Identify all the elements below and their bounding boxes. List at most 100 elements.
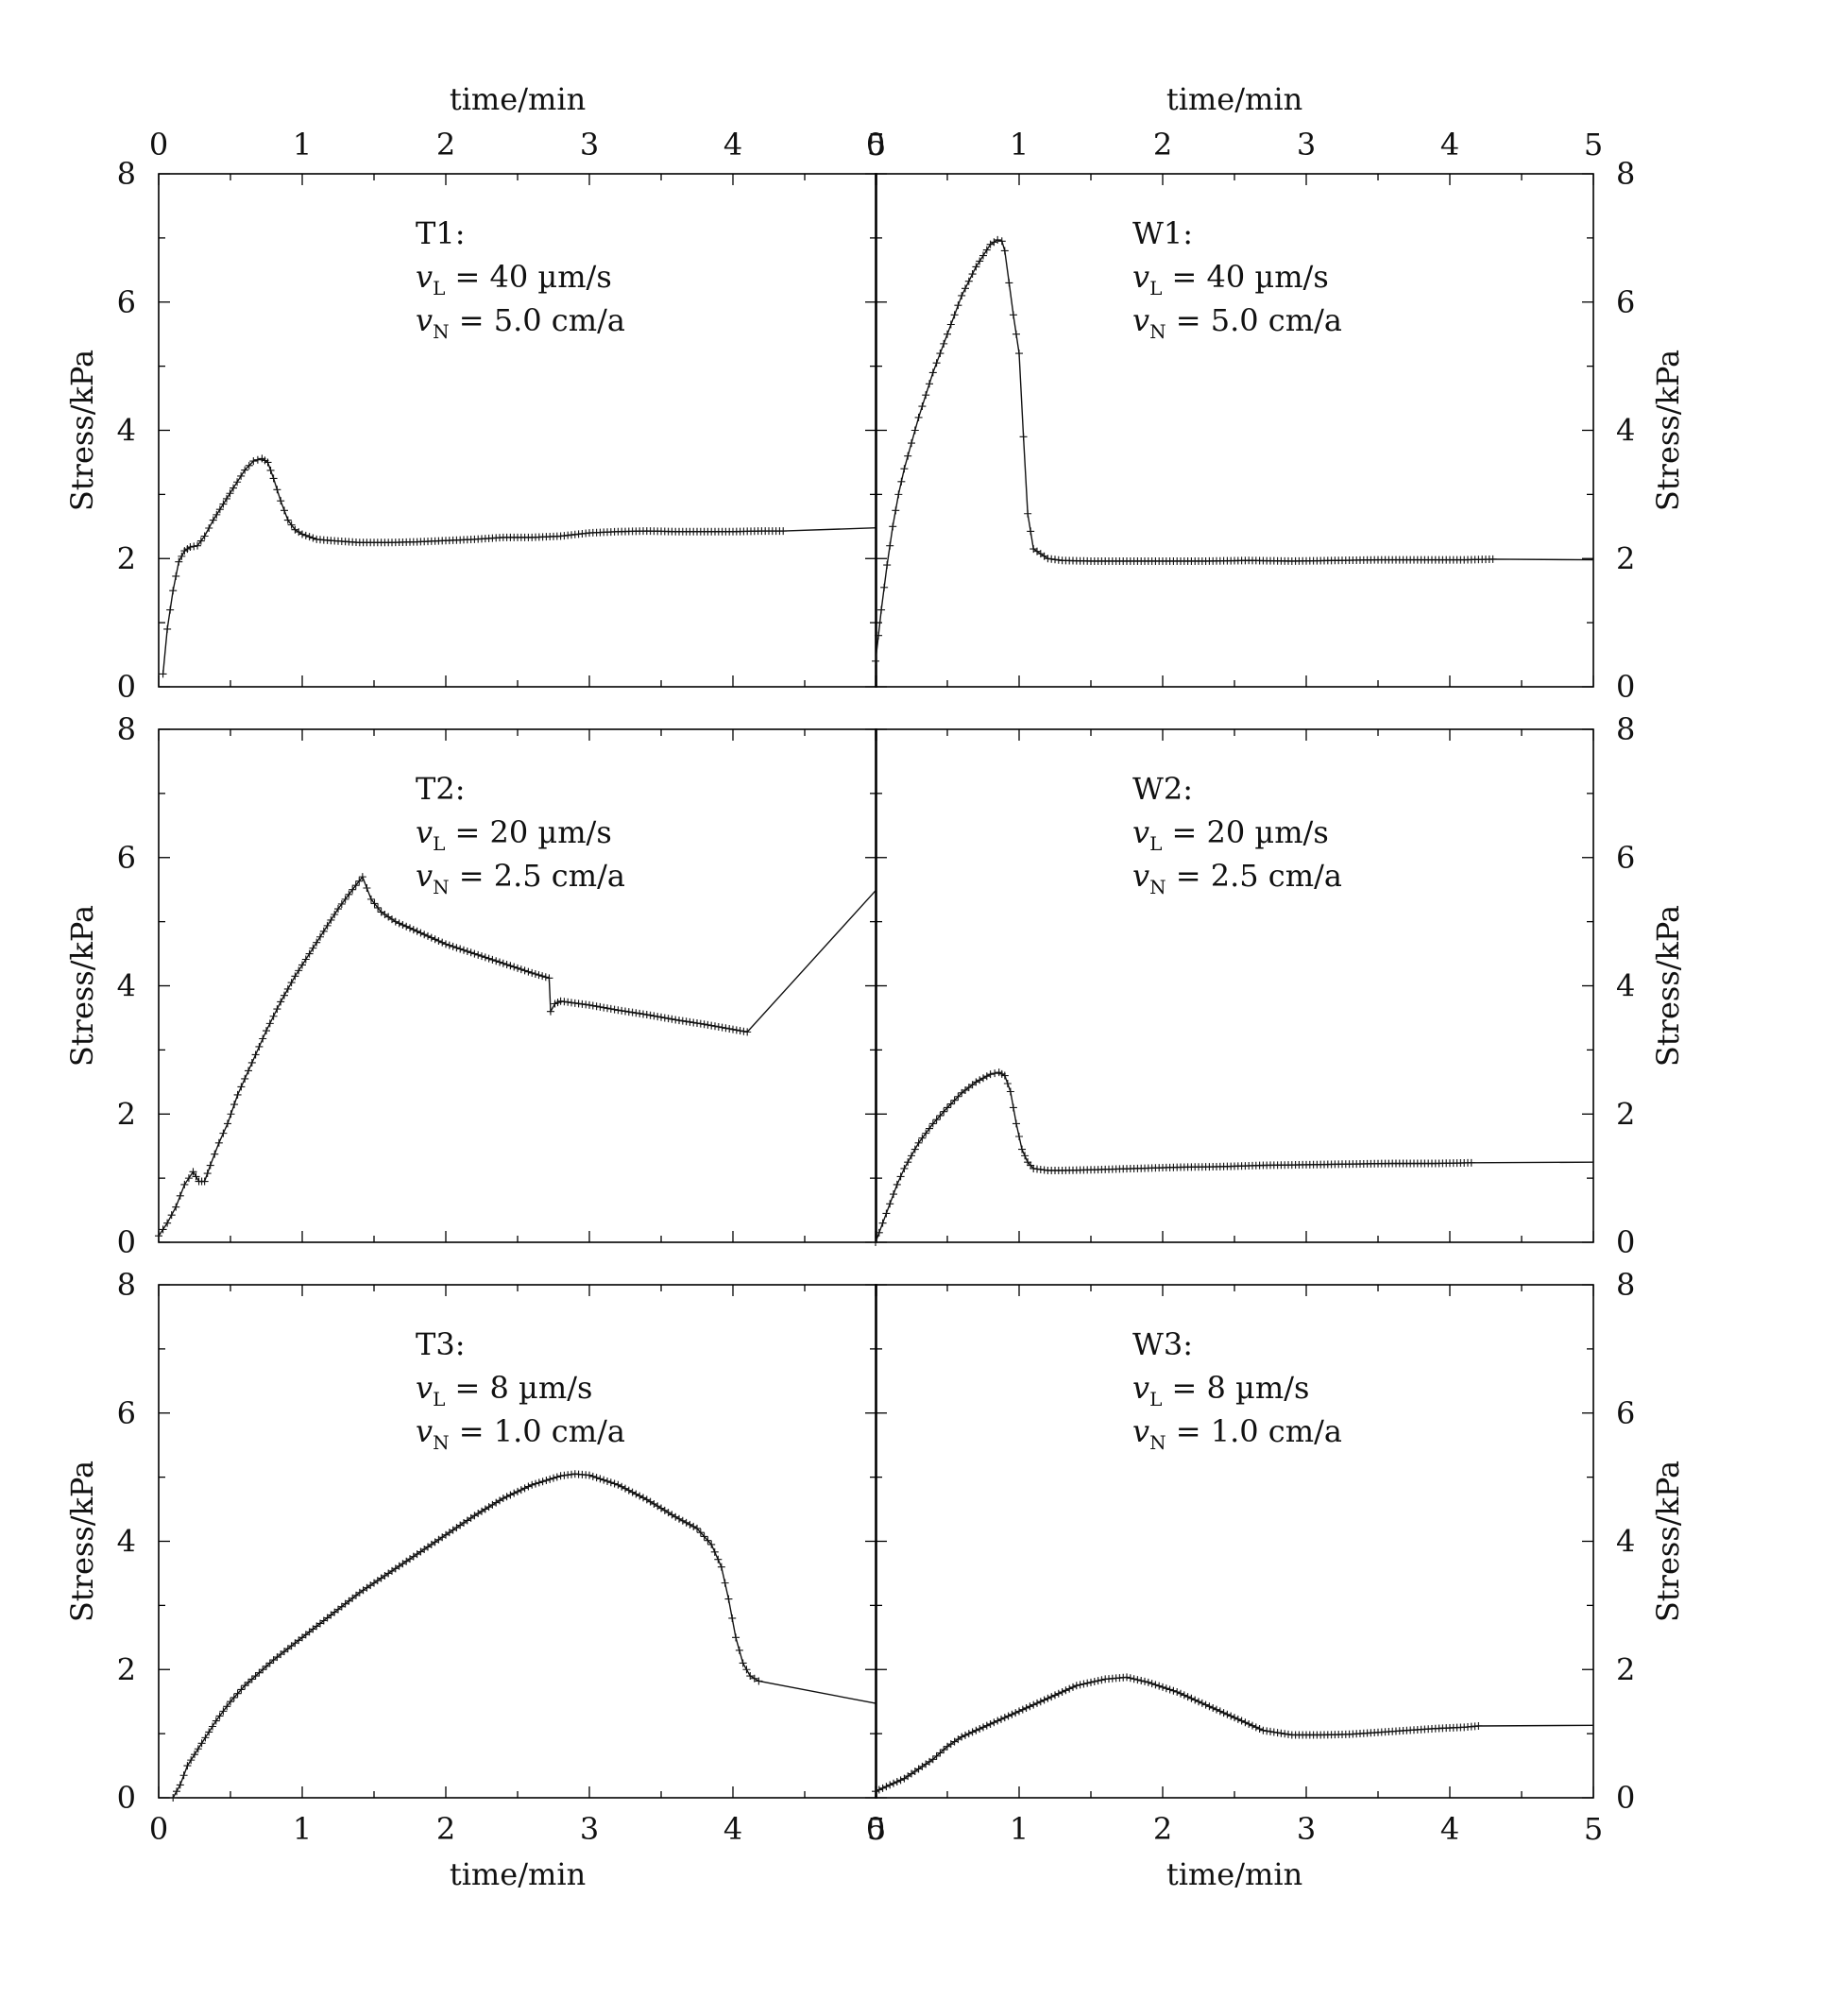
data-point-marker — [1058, 1688, 1066, 1697]
annotation-sample-label: W2: — [1132, 771, 1193, 807]
data-point-marker — [693, 1019, 701, 1028]
x-tick-label: 5 — [867, 127, 886, 162]
data-point-marker — [624, 1486, 633, 1495]
data-point-marker — [1030, 1700, 1038, 1709]
data-point-marker — [586, 1471, 593, 1479]
data-point-marker — [729, 1025, 737, 1034]
annotation-value: 2.5 cm/a — [1211, 858, 1342, 894]
x-axis-title: time/min — [450, 81, 586, 117]
y-tick-label: 2 — [117, 1096, 136, 1132]
data-point-marker — [586, 1000, 593, 1009]
data-point-marker — [707, 1021, 716, 1030]
data-point-marker — [237, 471, 246, 480]
data-point-marker — [882, 1783, 891, 1791]
data-point-marker — [245, 1678, 252, 1686]
data-point-marker — [253, 455, 262, 464]
data-point-marker — [245, 1067, 252, 1075]
data-point-marker — [305, 533, 314, 541]
data-point-marker — [212, 1717, 220, 1725]
v-symbol: v — [1132, 858, 1149, 894]
data-point-marker — [588, 1472, 597, 1480]
x-tick-label: 4 — [1440, 1811, 1459, 1847]
data-point-marker — [263, 1027, 270, 1035]
data-point-marker — [531, 970, 539, 979]
data-point-marker — [954, 301, 962, 310]
data-point-marker — [972, 1078, 980, 1086]
data-point-marker — [1173, 1688, 1182, 1697]
v-symbol: v — [416, 814, 433, 850]
annotation-value: 5.0 cm/a — [494, 302, 625, 338]
data-point-marker — [682, 1518, 690, 1527]
data-point-marker — [155, 1232, 162, 1240]
data-point-marker — [222, 494, 230, 503]
data-point-marker — [1183, 1693, 1192, 1701]
data-point-marker — [678, 1516, 687, 1525]
data-point-marker — [245, 461, 253, 470]
data-point-marker — [1191, 1696, 1200, 1704]
annotation-vN: vN = 2.5 cm/a — [1132, 858, 1342, 898]
data-point-marker — [950, 311, 959, 319]
data-point-marker — [1062, 1686, 1070, 1695]
series-line-w3 — [875, 1676, 1594, 1792]
data-point-marker — [214, 1138, 223, 1147]
data-point-marker — [230, 1101, 239, 1109]
data-point-marker — [675, 1514, 683, 1523]
data-point-marker — [417, 929, 425, 937]
data-point-marker — [621, 1007, 629, 1016]
data-point-marker — [227, 1698, 234, 1706]
data-point-marker — [298, 961, 306, 969]
data-point-marker — [600, 1476, 608, 1484]
v-subscript: L — [1149, 832, 1162, 855]
data-point-marker — [728, 1614, 737, 1622]
y-axis-title: Stress/kPa — [1650, 1461, 1686, 1622]
data-point-marker — [492, 957, 501, 965]
data-point-marker — [166, 606, 175, 614]
data-point-marker — [197, 1739, 206, 1748]
data-point-marker — [936, 1111, 945, 1119]
data-point-marker — [900, 465, 909, 473]
data-point-marker — [1180, 1691, 1188, 1700]
y-tick-label: 4 — [117, 1524, 136, 1560]
data-point-marker — [452, 944, 461, 952]
annotation-vL: vL = 40 µm/s — [416, 259, 612, 299]
data-point-marker — [710, 1547, 719, 1556]
data-point-marker — [1083, 1679, 1092, 1687]
data-point-marker — [1209, 1703, 1217, 1712]
data-point-marker — [1012, 330, 1020, 338]
data-point-marker — [604, 1477, 611, 1485]
x-tick-label: 0 — [866, 1811, 885, 1847]
data-point-marker — [1223, 1710, 1232, 1718]
x-tick-label: 1 — [293, 127, 312, 162]
v-symbol: v — [1132, 1370, 1149, 1406]
data-point-marker — [897, 477, 906, 486]
data-point-marker — [305, 949, 314, 958]
annotation-vN: vN = 5.0 cm/a — [416, 302, 625, 343]
y-tick-label: 2 — [1616, 1096, 1635, 1132]
data-point-marker — [696, 1529, 705, 1537]
data-point-marker — [621, 1484, 629, 1493]
data-point-marker — [180, 1180, 189, 1188]
y-tick-label: 2 — [1616, 540, 1635, 576]
y-tick-label: 8 — [117, 1267, 136, 1303]
data-point-marker — [528, 1480, 536, 1489]
data-point-marker — [474, 950, 483, 959]
data-point-marker — [588, 1001, 597, 1010]
data-point-marker — [642, 1011, 651, 1019]
data-point-marker — [1162, 1684, 1170, 1693]
data-point-marker — [506, 1491, 515, 1499]
x-tick-label: 1 — [293, 1811, 312, 1847]
data-point-marker — [650, 1012, 658, 1020]
series-line-t1 — [162, 457, 877, 675]
v-subscript: L — [433, 1388, 445, 1410]
data-point-marker — [614, 1006, 622, 1015]
data-point-marker — [499, 959, 507, 967]
data-point-marker — [298, 530, 306, 538]
y-tick-label: 4 — [1616, 1524, 1635, 1560]
data-point-marker — [273, 486, 281, 494]
data-point-marker — [287, 521, 296, 529]
data-point-marker — [442, 940, 450, 948]
data-point-marker — [1227, 1712, 1235, 1720]
data-point-marker — [163, 624, 172, 633]
data-point-marker — [954, 1092, 962, 1101]
v-symbol: v — [1132, 814, 1149, 850]
